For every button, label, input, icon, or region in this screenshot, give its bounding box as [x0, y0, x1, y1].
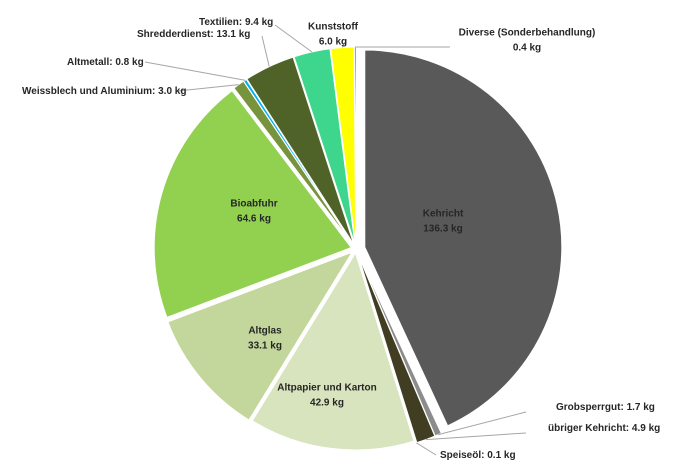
category-label: Kehricht — [423, 209, 464, 220]
leader-line — [144, 61, 246, 81]
leader-line — [438, 411, 527, 436]
value-label: 9.4 kg — [245, 17, 273, 28]
label-separator: : — [152, 86, 158, 97]
label-separator: : — [109, 57, 115, 68]
category-label: Diverse (Sonderbehandlung) — [459, 28, 596, 39]
category-label: Shredderdienst — [137, 29, 211, 40]
value-label: 0.1 kg — [487, 450, 515, 461]
category-label: Altglas — [248, 326, 282, 337]
value-label: 13.1 kg — [216, 29, 250, 40]
leader-line — [425, 432, 527, 441]
leader-line — [177, 84, 239, 92]
leader-line — [416, 442, 437, 456]
value-label: 64.6 kg — [237, 214, 271, 225]
data-label: Weissblech und Aluminium: 3.0 kg — [22, 86, 186, 97]
category-label: Speiseöl — [440, 450, 481, 461]
leader-line — [274, 24, 313, 53]
category-label: Grobsperrgut — [556, 402, 621, 413]
category-label: Altpapier und Karton — [277, 383, 376, 394]
value-label: 1.7 kg — [627, 402, 655, 413]
category-label: Bioabfuhr — [230, 199, 277, 210]
value-label: 0.8 kg — [115, 57, 143, 68]
pie-slice — [153, 90, 352, 319]
category-label: Textilien — [199, 17, 239, 28]
value-label: 6.0 kg — [319, 37, 347, 48]
leader-line — [261, 35, 270, 67]
data-label: Shredderdienst: 13.1 kg — [137, 29, 250, 40]
label-separator: : — [239, 17, 245, 28]
category-label: Kunststoff — [308, 22, 359, 33]
value-label: 4.9 kg — [632, 423, 660, 434]
leader-line — [341, 41, 346, 48]
value-label: 33.1 kg — [248, 341, 282, 352]
data-label: Textilien: 9.4 kg — [199, 17, 273, 28]
data-label: übriger Kehricht: 4.9 kg — [548, 423, 660, 434]
data-label: Altmetall: 0.8 kg — [67, 57, 144, 68]
value-label: 42.9 kg — [310, 398, 344, 409]
category-label: Weissblech und Aluminium — [22, 86, 152, 97]
pie-slice — [242, 78, 354, 246]
label-separator: : — [620, 402, 626, 413]
category-label: übriger Kehricht — [548, 423, 626, 434]
data-label: Speiseöl: 0.1 kg — [440, 450, 516, 461]
label-separator: : — [481, 450, 487, 461]
value-label: 136.3 kg — [423, 224, 462, 235]
category-label: Altmetall — [67, 57, 109, 68]
pie-slice — [251, 251, 415, 451]
data-label: Grobsperrgut: 1.7 kg — [556, 402, 655, 413]
pie-slice — [167, 251, 354, 421]
pie-slice — [246, 56, 355, 245]
pie-slice — [364, 49, 563, 427]
value-label: 3.0 kg — [158, 86, 186, 97]
label-separator: : — [626, 423, 632, 434]
label-separator: : — [210, 29, 216, 40]
value-label: 0.4 kg — [513, 43, 541, 54]
